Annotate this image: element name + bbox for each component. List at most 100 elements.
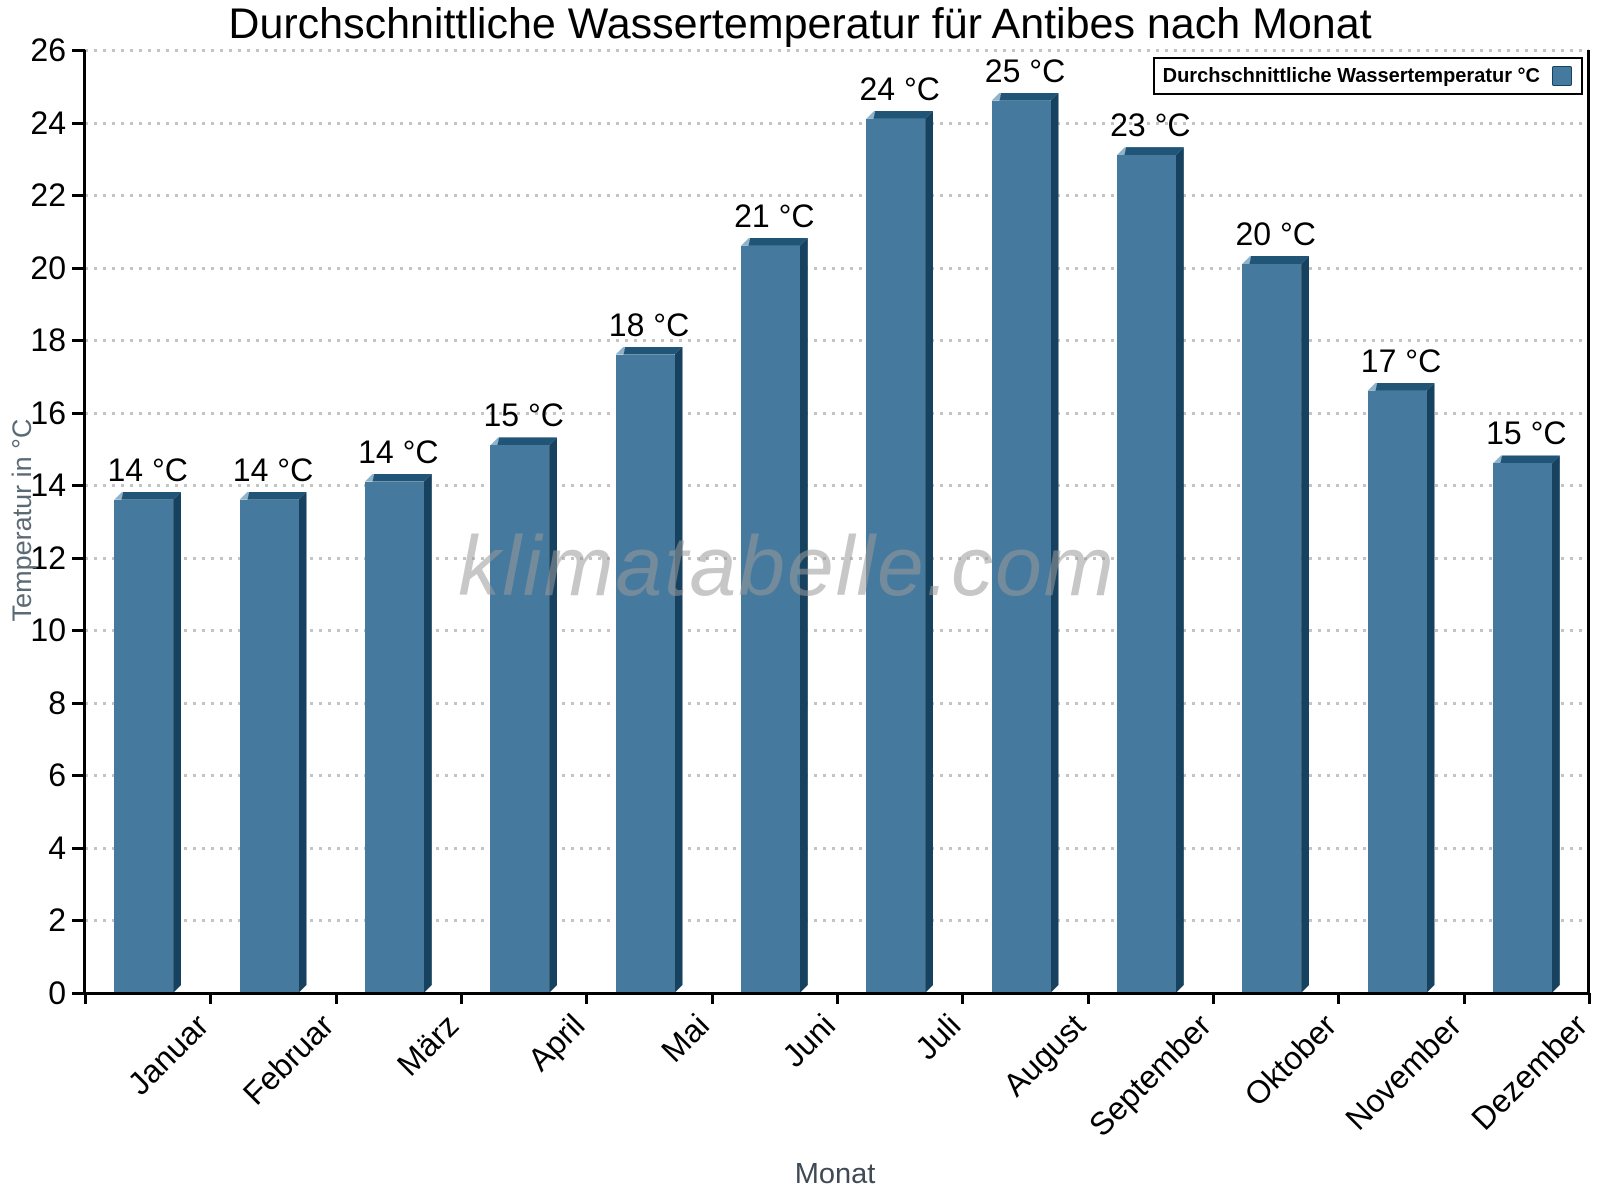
bar-side-face <box>675 347 683 993</box>
gridline-4 <box>85 846 1589 850</box>
y-tick-label: 4 <box>48 829 66 866</box>
y-tick-label: 26 <box>30 32 66 68</box>
gridline-16 <box>85 411 1589 415</box>
y-tick-label: 14 <box>30 467 66 504</box>
y-tick-6 <box>72 774 85 778</box>
bar-front-face <box>866 118 926 993</box>
bar-front-face <box>1242 263 1302 993</box>
gridline-14 <box>85 484 1589 488</box>
x-category-label-november: November <box>1338 1007 1469 1137</box>
gridline-6 <box>85 774 1589 778</box>
y-tick-22 <box>72 194 85 198</box>
bar-side-face <box>1552 455 1560 993</box>
x-category-label-april: April <box>520 1007 592 1078</box>
y-tick-label: 8 <box>48 684 66 721</box>
bar-april <box>490 437 557 993</box>
y-tick-20 <box>72 266 85 270</box>
y-tick-12 <box>72 556 85 560</box>
y-tick-label: 6 <box>48 757 66 794</box>
x-category-label-oktober: Oktober <box>1237 1007 1344 1113</box>
bar-side-face <box>173 492 181 993</box>
gridline-18 <box>85 339 1589 343</box>
bar-front-face <box>1492 463 1552 993</box>
legend: Durchschnittliche Wassertemperatur °C <box>1153 57 1583 95</box>
gridline-2 <box>85 919 1589 923</box>
bar-front-face <box>991 100 1051 993</box>
y-tick-label: 10 <box>30 612 66 649</box>
bar-top-face <box>365 474 432 482</box>
y-tick-16 <box>72 411 85 415</box>
bar-value-label: 14 °C <box>358 433 439 470</box>
bar-value-label: 20 °C <box>1235 215 1316 252</box>
y-tick-18 <box>72 339 85 343</box>
y-tick-26 <box>72 49 85 52</box>
y-tick-2 <box>72 919 85 923</box>
bar-front-face <box>615 354 675 993</box>
y-axis-line <box>83 50 86 995</box>
x-category-label-juli: Juli <box>907 1007 968 1067</box>
y-tick-label: 24 <box>30 104 66 141</box>
bar-top-face <box>1242 256 1309 264</box>
bar-top-face <box>866 111 933 119</box>
y-axis-title: Temperatur in °C <box>7 418 37 622</box>
y-tick-label: 20 <box>30 249 66 286</box>
x-tick-4 <box>585 993 589 1004</box>
y-tick-24 <box>72 121 85 125</box>
legend-swatch-icon <box>1552 66 1572 86</box>
y-tick-label: 0 <box>48 975 66 1011</box>
gridline-12 <box>85 556 1589 560</box>
bar-front-face <box>239 499 299 993</box>
bar-side-face <box>1301 256 1309 993</box>
bar-front-face <box>740 245 800 993</box>
y-tick-label: 16 <box>30 394 66 431</box>
bar-front-face <box>490 445 550 993</box>
gridline-10 <box>85 629 1589 633</box>
y-tick-label: 18 <box>30 322 66 359</box>
gridline-26 <box>85 49 1589 52</box>
bar-value-label: 14 °C <box>107 451 188 488</box>
bar-top-face <box>240 492 307 500</box>
bar-top-face <box>616 347 683 355</box>
x-tick-2 <box>334 993 338 1004</box>
x-tick-8 <box>1086 993 1090 1004</box>
bar-dezember <box>1492 455 1560 993</box>
bar-top-face <box>1117 147 1184 155</box>
x-tick-1 <box>209 993 213 1004</box>
x-category-label-september: September <box>1081 1007 1218 1144</box>
bar-side-face <box>1176 147 1184 993</box>
bar-value-label: 21 °C <box>734 197 815 234</box>
bar-value-label: 23 °C <box>1110 107 1191 144</box>
chart-title: Durchschnittliche Wassertemperatur für A… <box>228 0 1372 48</box>
x-category-label-mai: Mai <box>654 1007 717 1069</box>
bar-märz <box>364 474 432 993</box>
gridline-20 <box>85 266 1589 270</box>
bar-top-face <box>992 93 1059 101</box>
x-axis-title: Monat <box>794 1158 876 1190</box>
legend-label: Durchschnittliche Wassertemperatur °C <box>1162 64 1540 87</box>
bar-front-face <box>364 481 424 993</box>
bar-side-face <box>549 437 557 993</box>
y-tick-10 <box>72 629 85 633</box>
bar-front-face <box>1116 155 1176 993</box>
x-tick-12 <box>1588 993 1591 1004</box>
y-tick-8 <box>72 701 85 705</box>
x-tick-6 <box>836 993 839 1004</box>
y-tick-label: 2 <box>48 902 66 939</box>
x-category-label-august: August <box>996 1007 1093 1103</box>
gridline-8 <box>85 701 1589 705</box>
bar-februar <box>239 492 307 993</box>
x-category-label-dezember: Dezember <box>1463 1007 1594 1137</box>
gridline-22 <box>85 194 1589 198</box>
bar-top-face <box>1368 383 1435 391</box>
bar-top-face <box>490 437 557 445</box>
bar-side-face <box>1427 383 1435 993</box>
x-tick-9 <box>1212 993 1215 1004</box>
bar-side-face <box>925 111 933 993</box>
bar-november <box>1367 383 1435 993</box>
bar-oktober <box>1242 256 1309 993</box>
gridline-24 <box>85 121 1589 125</box>
x-category-label-juni: Juni <box>774 1007 842 1074</box>
x-tick-7 <box>961 993 965 1004</box>
